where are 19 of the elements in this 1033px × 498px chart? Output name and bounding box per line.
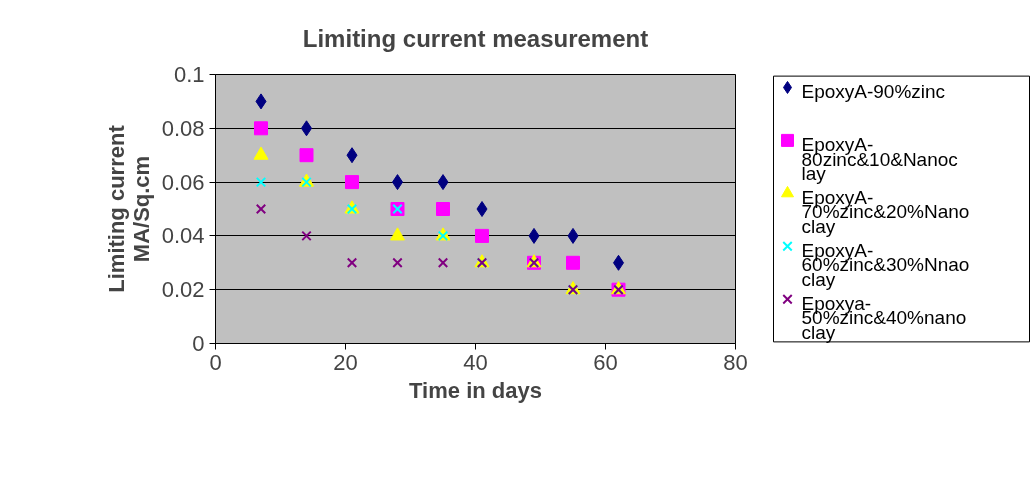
y-axis-title: Limiting current MA/Sq.cm	[103, 124, 154, 293]
y-tick-label: 0.02	[161, 277, 205, 303]
x-tick-label: 0	[209, 349, 222, 375]
legend-label: EpoxyA-70%zinc&20%Nanoclay	[801, 186, 970, 238]
legend-label: EpoxyA-80zinc&10&Nanoclay	[801, 133, 958, 185]
x-tick-label: 40	[463, 349, 488, 375]
y-tick-label: 0.08	[161, 115, 205, 141]
legend-label: EpoxyA-60%zinc&30%Nnaoclay	[801, 239, 970, 290]
y-tick-label: 0.04	[161, 223, 205, 249]
y-tick-label: 0.06	[161, 169, 205, 195]
chart-title: Limiting current measurement	[302, 25, 649, 52]
x-tick-label: 60	[593, 349, 618, 375]
legend-label: EpoxyA-90%zinc	[801, 80, 946, 102]
x-tick-label: 80	[723, 349, 748, 375]
x-tick-label: 20	[333, 349, 358, 375]
y-tick-label: 0	[192, 331, 205, 356]
legend-label: Epoxya-50%zinc&40%nanoclay	[801, 292, 967, 343]
x-axis-title: Time in days	[409, 377, 542, 403]
y-tick-label: 0.1	[173, 62, 205, 87]
